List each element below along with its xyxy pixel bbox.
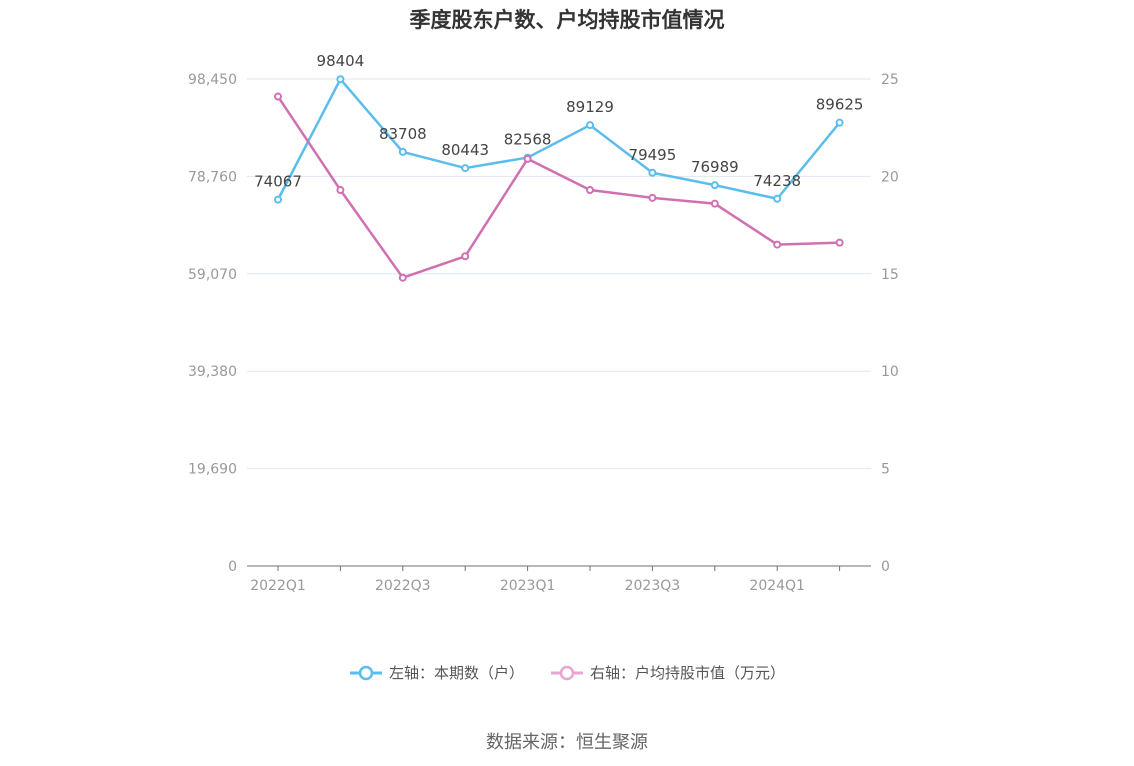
left-axis-tick-label: 98,450 xyxy=(188,72,237,88)
left-axis-tick-label: 78,760 xyxy=(188,169,237,185)
data-point-left xyxy=(773,194,782,203)
right-axis-tick-label: 20 xyxy=(881,169,899,185)
axes: 019,69039,38059,07078,76098,450051015202… xyxy=(188,72,899,594)
legend-label-left-series: 左轴：本期数（户） xyxy=(388,664,524,682)
data-label: 89129 xyxy=(566,98,614,116)
data-point-left xyxy=(648,168,657,177)
right-axis-tick-label: 15 xyxy=(881,267,899,283)
data-point-right xyxy=(835,238,844,247)
data-point-left xyxy=(461,164,470,173)
data-point-right xyxy=(461,252,470,261)
legend-swatch-icon xyxy=(551,665,583,680)
data-point-right xyxy=(773,240,782,249)
data-label: 83708 xyxy=(379,125,427,143)
data-label: 89625 xyxy=(816,96,864,114)
left-axis-tick-label: 0 xyxy=(228,559,237,575)
series-line-left xyxy=(276,77,841,201)
data-label: 80443 xyxy=(441,141,489,159)
grid-lines xyxy=(247,78,871,470)
left-axis-tick-label: 39,380 xyxy=(188,364,237,380)
x-axis-tick-label: 2022Q3 xyxy=(375,578,431,594)
chart-title: 季度股东户数、户均持股市值情况 xyxy=(409,8,725,32)
right-axis-tick-label: 10 xyxy=(881,364,899,380)
x-axis-tick-label: 2022Q1 xyxy=(250,578,306,594)
data-labels: 74067 98404 83708 80443 82568 89129 79495 76989… xyxy=(254,52,863,190)
data-point-right xyxy=(648,193,657,202)
data-point-left xyxy=(586,121,594,130)
series-line-right xyxy=(276,95,840,279)
right-axis-tick-label: 5 xyxy=(881,462,890,478)
legend-swatch-icon xyxy=(349,665,382,680)
left-axis-tick-label: 19,690 xyxy=(188,462,237,478)
data-label: 76989 xyxy=(691,158,739,176)
legend-label-right-series: 右轴：户均持股市值（万元） xyxy=(590,664,786,682)
right-axis-tick-label: 0 xyxy=(881,559,890,575)
x-axis-tick-label: 2024Q1 xyxy=(749,578,805,594)
data-label: 98404 xyxy=(317,52,365,70)
data-label: 82568 xyxy=(504,131,552,149)
legend: 左轴：本期数（户） 右轴：户均持股市值（万元） xyxy=(0,662,1134,683)
data-label: 79495 xyxy=(629,146,677,164)
data-point-right xyxy=(398,273,407,282)
legend-item-left-series[interactable]: 左轴：本期数（户） xyxy=(349,662,524,683)
legend-item-right-series[interactable]: 右轴：户均持股市值（万元） xyxy=(550,662,785,683)
data-point-left xyxy=(274,195,282,204)
data-point-right xyxy=(274,92,282,101)
series-lines xyxy=(274,75,844,282)
data-point-left xyxy=(398,147,407,156)
source-note: 数据来源：恒生聚源 xyxy=(486,732,648,753)
right-axis-tick-label: 25 xyxy=(881,72,899,88)
left-axis-tick-label: 59,070 xyxy=(188,267,237,283)
x-axis-tick-label: 2023Q3 xyxy=(625,578,681,594)
data-point-left xyxy=(835,118,844,127)
data-point-right xyxy=(336,186,345,195)
data-point-right xyxy=(586,186,594,195)
x-axis-tick-label: 2023Q1 xyxy=(500,578,556,594)
data-label: 74067 xyxy=(254,173,302,191)
data-point-right xyxy=(523,154,532,163)
data-point-right xyxy=(710,199,719,208)
data-label: 74238 xyxy=(753,172,801,190)
data-point-left xyxy=(336,75,345,84)
data-point-left xyxy=(710,181,719,190)
